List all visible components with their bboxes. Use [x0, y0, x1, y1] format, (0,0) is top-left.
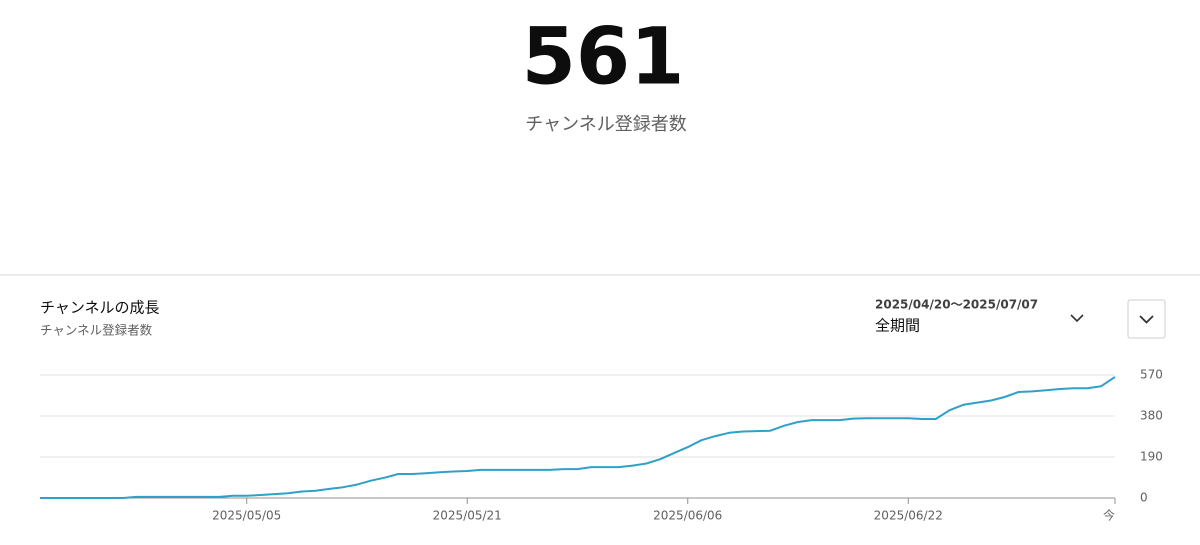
x-tick-label: 2025/06/22 [874, 509, 943, 523]
period: 全期間 [875, 317, 920, 335]
x-tick-label: 2025/05/21 [433, 509, 502, 523]
subscriber-label: チャンネル登録者数 [525, 114, 686, 135]
y-tick-label: 380 [1140, 409, 1163, 423]
period-dropdown[interactable]: 2025/04/20〜2025/07/07 全期間 [875, 298, 1084, 335]
x-tick-label: 今 [1103, 508, 1115, 523]
subscriber-count: 561 [522, 12, 685, 102]
button-box [1127, 299, 1166, 339]
x-tick-label: 2025/05/05 [212, 509, 281, 523]
line [40, 376, 1116, 499]
y-tick-label: 0 [1140, 491, 1148, 505]
y-tick-label: 190 [1140, 450, 1163, 464]
x-tick-label: 2025/06/06 [653, 509, 722, 523]
date-range: 2025/04/20〜2025/07/07 [875, 298, 1038, 312]
expand-button[interactable] [1127, 299, 1166, 339]
chevron [1070, 314, 1084, 323]
y-tick-label: 570 [1140, 368, 1163, 382]
chevron [1139, 315, 1154, 324]
plot: 0 190 380 570 2025/05/05 2025/05/21 2025/06/06… [40, 368, 1163, 523]
chart-title: チャンネルの成長 [40, 299, 160, 317]
chart-subtitle: チャンネル登録者数 [40, 323, 153, 338]
